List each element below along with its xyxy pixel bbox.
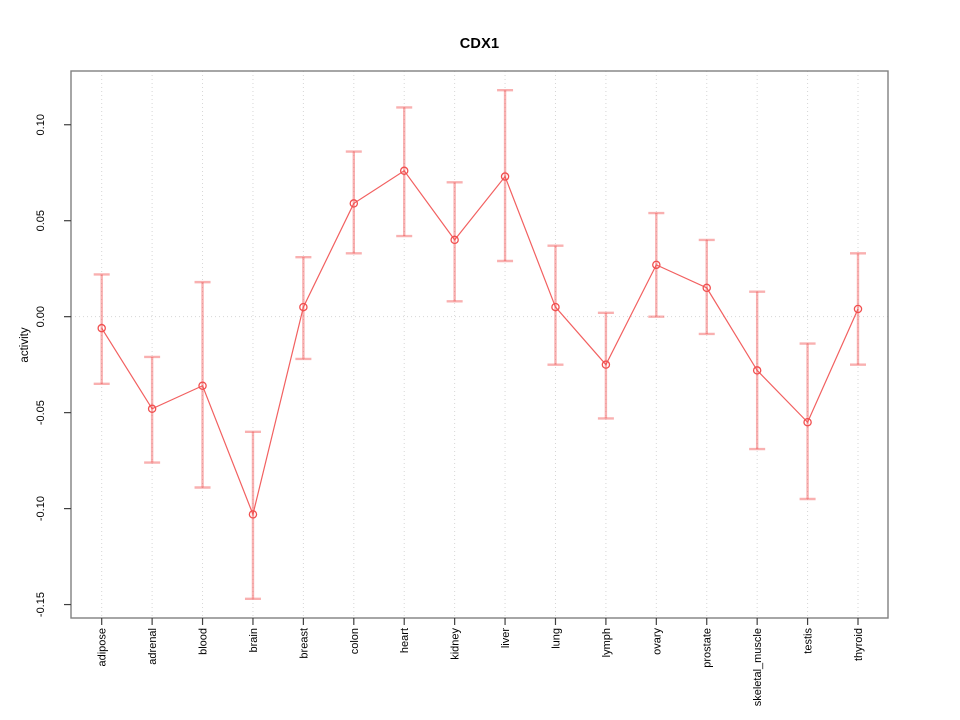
y-tick-label: -0.10 xyxy=(35,496,47,521)
x-category-label: testis xyxy=(803,628,815,654)
x-category-label: colon xyxy=(349,628,361,654)
y-axis-label: activity xyxy=(19,327,31,363)
x-category-label: liver xyxy=(500,628,512,649)
x-category-label: kidney xyxy=(450,628,462,660)
y-tick-label: 0.00 xyxy=(35,306,47,327)
x-category-label: ovary xyxy=(651,628,663,655)
x-category-label: adipose xyxy=(97,628,109,667)
y-tick-label: 0.05 xyxy=(35,210,47,231)
x-category-label: thyroid xyxy=(853,628,865,661)
data-point xyxy=(349,199,359,208)
plot-frame xyxy=(70,70,889,619)
x-category-label: skeletal_muscle xyxy=(752,628,764,706)
data-point xyxy=(450,235,459,245)
data-point xyxy=(551,302,560,312)
data-point xyxy=(248,510,258,519)
x-category-label: lymph xyxy=(601,628,613,657)
x-category-label: lung xyxy=(550,628,562,649)
chart-title: CDX1 xyxy=(459,36,500,52)
data-point xyxy=(299,302,308,312)
x-category-label: heart xyxy=(399,628,411,653)
x-category-label: brain xyxy=(248,628,260,652)
series-line xyxy=(101,169,859,517)
data-point xyxy=(702,283,711,293)
y-tick-label: -0.15 xyxy=(35,592,47,617)
x-category-label: adrenal xyxy=(147,628,159,665)
y-tick-label: 0.10 xyxy=(35,114,47,135)
data-point xyxy=(500,172,510,181)
data-point xyxy=(198,381,207,391)
data-point xyxy=(652,260,661,270)
y-tick-label: -0.05 xyxy=(35,400,47,425)
data-point xyxy=(97,323,106,333)
data-point xyxy=(147,404,157,414)
data-point xyxy=(601,360,611,369)
x-category-label: breast xyxy=(298,628,310,659)
data-point xyxy=(803,417,812,427)
x-category-label: blood xyxy=(198,628,210,655)
data-point xyxy=(752,366,762,375)
data-point xyxy=(853,304,863,314)
x-category-label: prostate xyxy=(702,628,714,668)
data-point xyxy=(399,166,409,176)
